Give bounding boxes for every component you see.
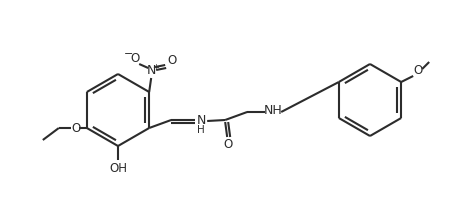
- Text: O: O: [71, 122, 80, 135]
- Text: O: O: [413, 63, 422, 76]
- Text: O: O: [223, 139, 233, 151]
- Text: H: H: [197, 125, 205, 135]
- Text: N: N: [146, 64, 156, 77]
- Text: N: N: [196, 114, 205, 128]
- Text: O: O: [130, 53, 140, 65]
- Text: +: +: [152, 62, 159, 71]
- Text: O: O: [167, 54, 177, 66]
- Text: −: −: [123, 49, 132, 59]
- Text: NH: NH: [263, 103, 282, 116]
- Text: OH: OH: [109, 162, 127, 175]
